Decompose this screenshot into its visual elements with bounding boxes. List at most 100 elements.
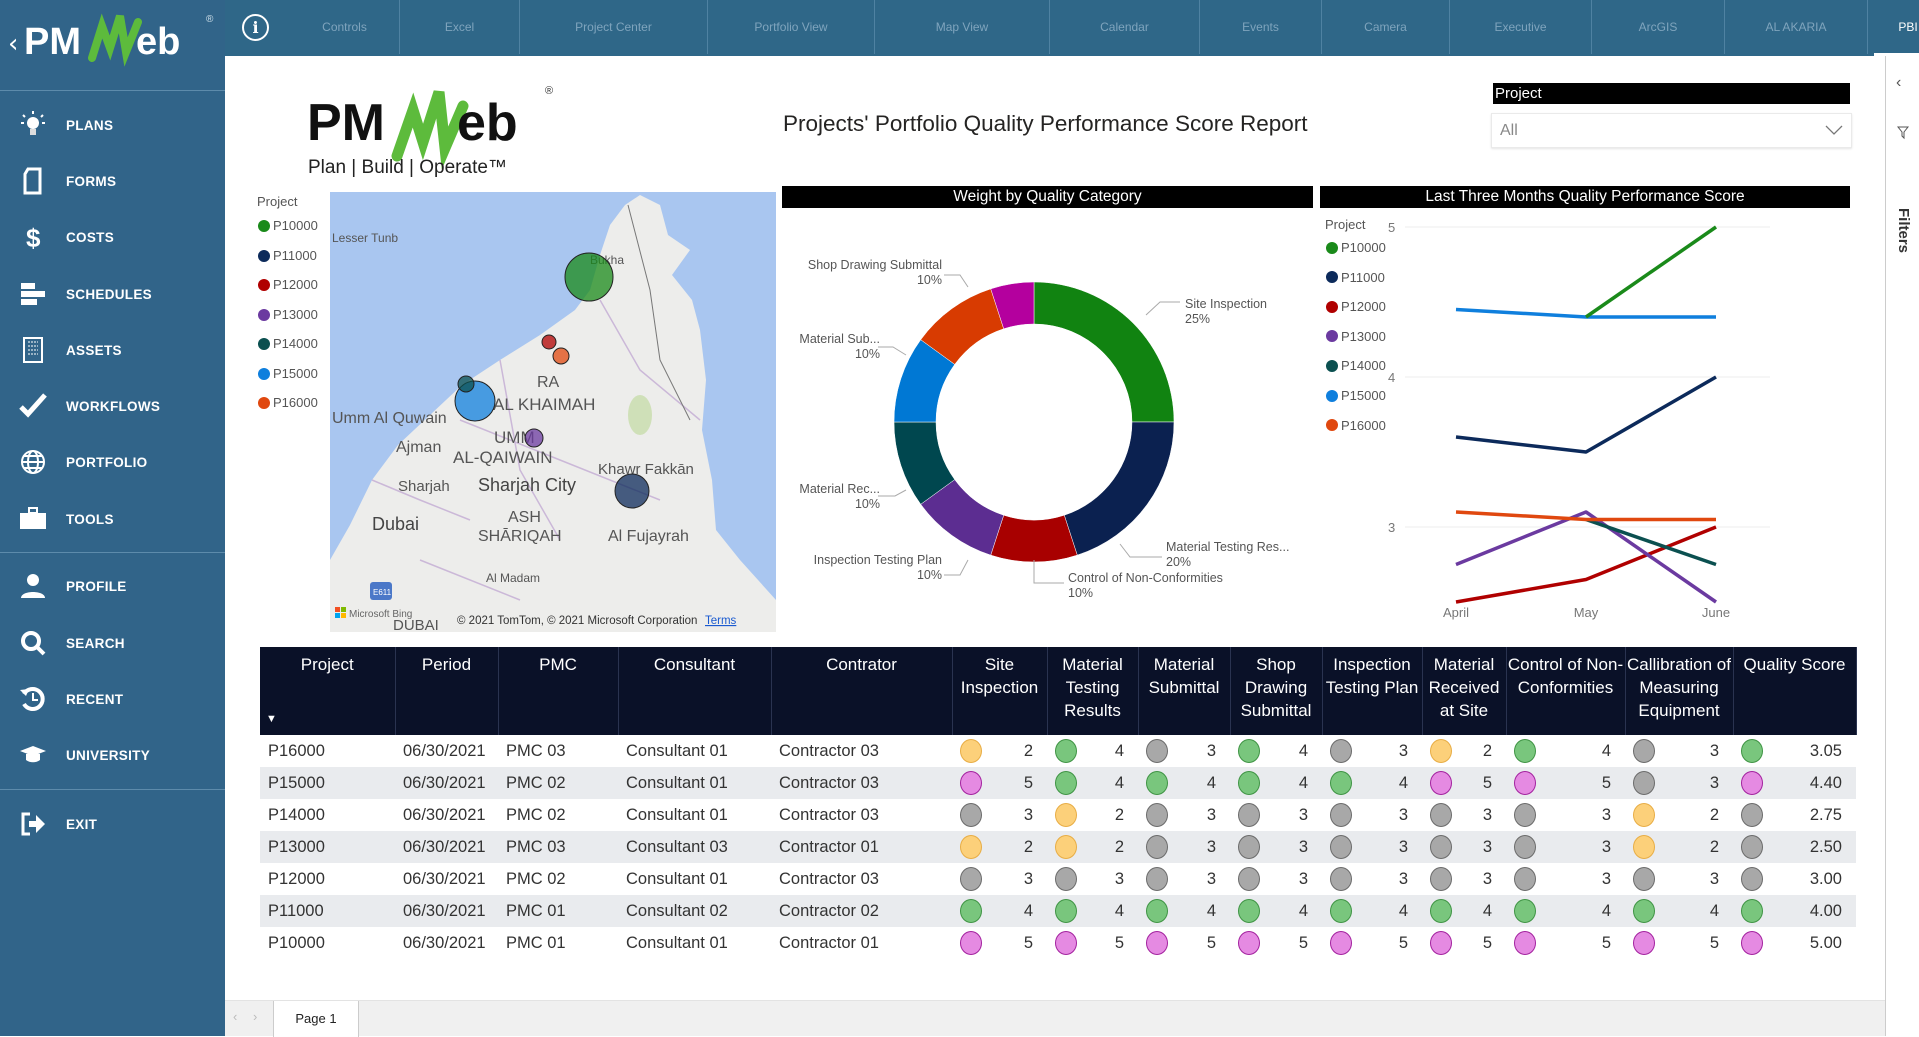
status-dot-icon [1146,931,1168,955]
line-series-p11000[interactable] [1455,375,1717,454]
score-cell: 2 [1625,799,1733,831]
donut-slice[interactable] [990,281,1035,330]
map-bubble-p10000[interactable] [564,252,614,302]
map-legend-item[interactable]: P16000 [258,395,318,410]
sidebar-item-recent[interactable]: RECENT [0,677,225,721]
line-series-p14000[interactable] [1585,517,1717,567]
column-header[interactable]: Material Testing Results [1047,647,1139,735]
column-header[interactable]: Consultant [618,647,772,735]
table-row[interactable]: P13000 06/30/2021 PMC 03 Consultant 03 Contr… [260,831,1856,863]
line-legend-item[interactable]: P15000 [1326,388,1386,403]
table-row[interactable]: P14000 06/30/2021 PMC 02 Consultant 01 Contr… [260,799,1856,831]
map-terms-link[interactable]: Terms [705,615,737,627]
sidebar-item-profile[interactable]: PROFILE [0,564,225,608]
line-series-p16000[interactable] [1455,510,1716,522]
column-header[interactable]: Callibration of Measuring Equipment [1625,647,1734,735]
score-value: 5 [1023,773,1033,792]
status-dot-icon [1238,835,1260,859]
tab-arcgis[interactable]: ArcGIS [1592,0,1725,54]
collapse-filters-icon[interactable]: ‹ [1896,74,1902,91]
map-bubble-p13000[interactable] [524,428,544,448]
next-page-icon[interactable]: › [253,1009,258,1024]
legend-dot-icon [1326,241,1338,254]
project-map[interactable]: Lesser Tunb Bukha RA AL KHAIMAH Umm Al Q… [330,192,776,632]
svg-text:‹: ‹ [8,29,18,59]
column-header[interactable]: Quality Score [1733,647,1857,735]
map-bubble-p12000[interactable] [541,334,557,350]
column-header[interactable]: Material Submittal [1138,647,1231,735]
tab-map-view[interactable]: Map View [875,0,1050,54]
sidebar-item-tools[interactable]: TOOLS [0,497,225,541]
score-cell: 4 [1422,895,1506,927]
donut-slice[interactable] [990,514,1078,563]
page-tab-page-1[interactable]: Page 1 [273,1001,359,1037]
sidebar-item-forms[interactable]: FORMS [0,159,225,203]
line-legend-item[interactable]: P12000 [1326,299,1386,314]
sidebar-item-university[interactable]: UNIVERSITY [0,733,225,777]
tab-portfolio-view[interactable]: Portfolio View [708,0,875,54]
map-legend-item[interactable]: P13000 [258,307,318,322]
column-header[interactable]: Inspection Testing Plan [1322,647,1423,735]
table-row[interactable]: P12000 06/30/2021 PMC 02 Consultant 01 Contr… [260,863,1856,895]
sidebar-item-portfolio[interactable]: PORTFOLIO [0,440,225,484]
tab-project-center[interactable]: Project Center [520,0,708,54]
column-header[interactable]: Material Received at Site [1422,647,1507,735]
column-header[interactable]: Control of Non-Conformities [1506,647,1626,735]
table-row[interactable]: P11000 06/30/2021 PMC 01 Consultant 02 Contr… [260,895,1856,927]
tab-events[interactable]: Events [1200,0,1322,54]
tab-pbi[interactable]: PBI [1868,0,1919,56]
line-series-p10000[interactable] [1585,225,1717,319]
map-bubble-p16000[interactable] [552,347,570,365]
sidebar-item-exit[interactable]: EXIT [0,802,225,846]
map-legend-item[interactable]: P14000 [258,336,318,351]
pmweb-logo[interactable]: ‹ PM eb ® [6,8,216,68]
column-header[interactable]: PMC [498,647,619,735]
consultant-cell: Consultant 03 [618,831,771,863]
map-legend-item[interactable]: P15000 [258,366,318,381]
info-icon[interactable]: i [242,14,269,41]
map-legend-item[interactable]: P11000 [258,248,317,263]
map-bubble-p11000[interactable] [614,473,650,509]
map-legend-item[interactable]: P12000 [258,277,318,292]
line-legend-item[interactable]: P11000 [1326,270,1385,285]
column-header[interactable]: Project ▼ [260,647,396,735]
line-legend-item[interactable]: P10000 [1326,240,1386,255]
map-bubble-p14000[interactable] [457,375,475,393]
sort-descending-icon[interactable]: ▼ [266,713,277,725]
score-cell-content: 2.75 [1741,803,1848,827]
consultant-cell: Consultant 01 [626,741,728,760]
sidebar-item-costs[interactable]: $ COSTS [0,215,225,259]
column-header[interactable]: Shop Drawing Submittal [1230,647,1323,735]
tab-al-akaria[interactable]: AL AKARIA [1725,0,1868,54]
tab-calendar[interactable]: Calendar [1050,0,1200,54]
slicer-value: All [1500,122,1518,139]
sidebar-item-schedules[interactable]: SCHEDULES [0,272,225,316]
tab-controls[interactable]: Controls [290,0,400,54]
status-dot-icon [1430,835,1452,859]
project-slicer-dropdown[interactable]: All [1491,113,1852,148]
table-row[interactable]: P16000 06/30/2021 PMC 03 Consultant 01 Contr… [260,735,1856,767]
line-legend-item[interactable]: P13000 [1326,329,1386,344]
table-row[interactable]: P10000 06/30/2021 PMC 01 Consultant 01 Contr… [260,927,1856,959]
tab-camera[interactable]: Camera [1322,0,1450,54]
column-header[interactable]: Contrator [771,647,953,735]
sidebar-item-assets[interactable]: ASSETS [0,328,225,372]
prev-page-icon[interactable]: ‹ [233,1009,238,1024]
sidebar-item-search[interactable]: SEARCH [0,621,225,665]
sidebar-item-workflows[interactable]: WORKFLOWS [0,384,225,428]
sidebar-item-plans[interactable]: PLANS [0,103,225,147]
tab-excel[interactable]: Excel [400,0,520,54]
donut-slice[interactable] [1063,421,1175,556]
column-header[interactable]: Site Inspection [952,647,1048,735]
map-legend-item[interactable]: P10000 [258,218,318,233]
line-legend-item[interactable]: P14000 [1326,358,1386,373]
line-series-p12000[interactable] [1455,525,1717,604]
line-legend-item[interactable]: P16000 [1326,418,1386,433]
filters-pane[interactable]: ‹ Filters [1885,56,1919,1036]
project-cell: P12000 [268,869,325,888]
tab-executive[interactable]: Executive [1450,0,1592,54]
table-row[interactable]: P15000 06/30/2021 PMC 02 Consultant 01 Contr… [260,767,1856,799]
column-header[interactable]: Period [395,647,499,735]
line-series-p13000[interactable] [1455,510,1717,604]
donut-slice[interactable] [1033,281,1175,423]
